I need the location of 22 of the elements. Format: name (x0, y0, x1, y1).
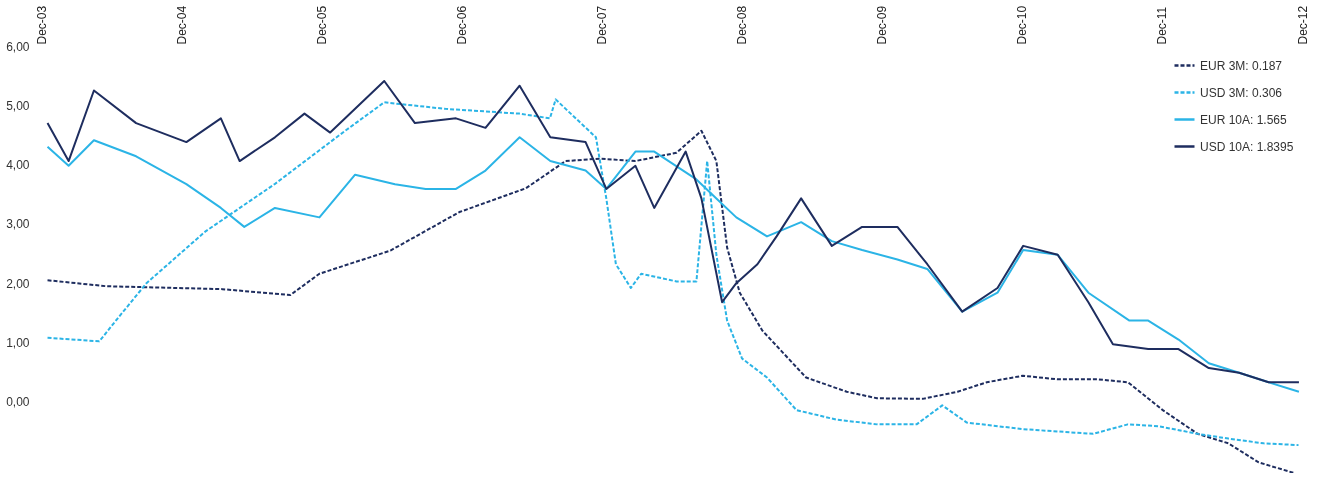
x-tick-label: Dec-10 (1015, 5, 1030, 45)
legend-label: EUR 3M: 0.187 (1200, 58, 1283, 73)
y-tick-label: 5,00 (6, 98, 30, 113)
y-tick-label: 3,00 (6, 217, 30, 232)
x-tick-label: Dec-05 (314, 5, 329, 45)
x-tick-label: Dec-06 (454, 5, 469, 45)
y-tick-label: 2,00 (6, 276, 30, 291)
legend-label: USD 3M: 0.306 (1200, 85, 1283, 100)
y-tick-label: 6,00 (6, 39, 30, 54)
x-tick-label: Dec-08 (735, 5, 750, 45)
line-series (46, 98, 1300, 447)
x-tick-label: Dec-04 (174, 5, 189, 45)
x-tick-label: Dec-11 (1155, 6, 1170, 45)
y-tick-label: 0,00 (6, 395, 30, 410)
x-tick-label: Dec-09 (875, 5, 890, 45)
y-tick-label: 1,00 (6, 336, 30, 351)
x-tick-label: Dec-12 (1295, 5, 1310, 45)
legend-label: USD 10A: 1.8395 (1200, 139, 1294, 154)
y-tick-label: 4,00 (6, 158, 30, 173)
x-tick-label: Dec-07 (594, 5, 609, 45)
legend-label: EUR 10A: 1.565 (1200, 112, 1288, 127)
x-tick-label: Dec-03 (34, 5, 49, 45)
